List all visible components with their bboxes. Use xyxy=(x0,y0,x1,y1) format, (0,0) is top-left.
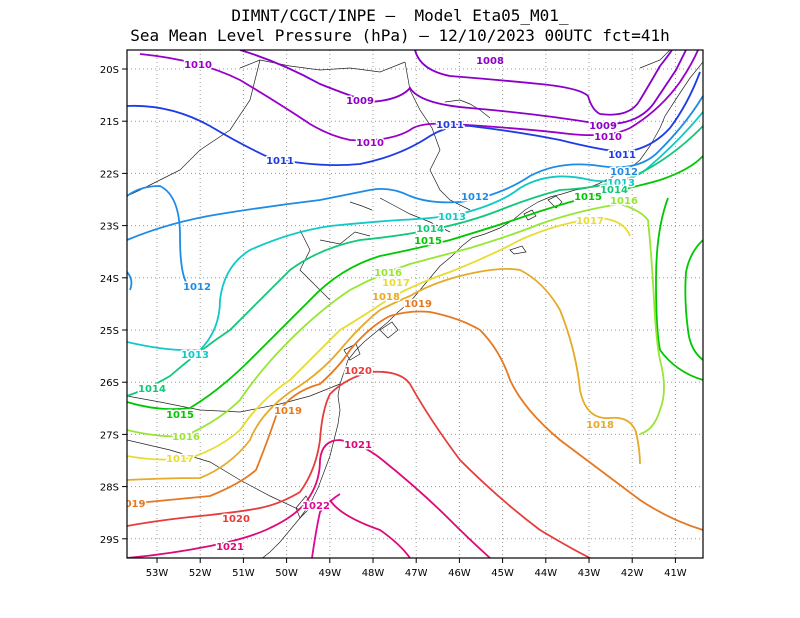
isobar-label-1012: 1012 xyxy=(183,282,211,293)
isobar-1009 xyxy=(239,50,687,125)
isobar-1008 xyxy=(414,50,673,116)
isobar-label-1021: 1021 xyxy=(344,440,372,451)
isobar-label-1010: 1010 xyxy=(184,60,212,71)
isobar-label-1020: 1020 xyxy=(222,514,250,525)
isobar-label-1013: 1013 xyxy=(607,178,635,189)
y-tick-label: 20S xyxy=(100,65,119,76)
isobar-label-1016: 1016 xyxy=(374,268,402,279)
isobar-1012 xyxy=(127,95,703,241)
x-tick-label: 49W xyxy=(318,568,341,579)
isobar-label-1011: 1011 xyxy=(608,150,636,161)
isobar-1017 xyxy=(127,217,631,461)
isobar-label-1010: 1010 xyxy=(356,138,384,149)
isobar-label-1020: 1020 xyxy=(344,366,372,377)
y-tick-label: 25S xyxy=(100,326,119,337)
y-tick-label: 29S xyxy=(100,535,119,546)
y-tick-label: 27S xyxy=(100,430,119,441)
isobar-label-1019: 019 xyxy=(125,499,146,510)
isobar-1016 xyxy=(127,203,665,438)
isobar-label-1017: 1017 xyxy=(166,454,194,465)
x-tick-label: 44W xyxy=(534,568,557,579)
x-tick-label: 52W xyxy=(189,568,212,579)
isobar-label-1018: 1018 xyxy=(372,292,400,303)
y-tick-label: 22S xyxy=(100,169,119,180)
isobar-label-1014: 1014 xyxy=(600,185,628,196)
isobar-label-1016: 1016 xyxy=(610,196,638,207)
isobar-1015-east xyxy=(684,239,703,361)
x-tick-label: 43W xyxy=(578,568,601,579)
isobar-contours xyxy=(127,50,703,558)
x-tick-label: 50W xyxy=(275,568,298,579)
isobar-label-1019: 1019 xyxy=(404,299,432,310)
x-axis-ticks: 53W 52W 51W 50W 49W 48W 47W 46W 45W 44W 43W 42W 41W xyxy=(146,558,687,579)
isobar-1021 xyxy=(127,439,491,558)
isobar-label-1014: 1014 xyxy=(416,224,444,235)
isobar-1018 xyxy=(127,267,641,481)
isobar-label-1010: 1010 xyxy=(594,132,622,143)
isobar-1013 xyxy=(127,111,703,352)
isobar-label-1016: 1016 xyxy=(172,432,200,443)
isobar-1014 xyxy=(127,125,703,397)
isobar-label-1013: 1013 xyxy=(438,212,466,223)
x-tick-label: 48W xyxy=(362,568,385,579)
isobar-label-1021: 1021 xyxy=(216,542,244,553)
isobar-label-1012: 1012 xyxy=(610,167,638,178)
isobar-label-1017: 1017 xyxy=(382,278,410,289)
isobar-label-1015: 1015 xyxy=(574,192,602,203)
x-tick-label: 45W xyxy=(491,568,514,579)
x-tick-label: 53W xyxy=(146,568,169,579)
isobar-labels: 1008100910091010101010101011101110111012… xyxy=(125,55,639,555)
chart-title-line1: DIMNT/CGCT/INPE – Model Eta05_M01_ xyxy=(231,6,569,25)
isobar-label-1008: 1008 xyxy=(476,56,504,67)
y-tick-label: 23S xyxy=(100,222,119,233)
isobar-label-1011: 1011 xyxy=(266,156,294,167)
isobar-1015 xyxy=(127,155,703,411)
y-axis-ticks: 20S 21S 22S 23S 24S 25S 26S 27S 28S 29S xyxy=(100,65,127,546)
plot-frame xyxy=(126,49,704,559)
isobar-label-1009: 1009 xyxy=(346,96,374,107)
x-tick-label: 46W xyxy=(448,568,471,579)
y-tick-label: 26S xyxy=(100,378,119,389)
isobar-label-1014: 1014 xyxy=(138,384,166,395)
isobar-label-1009: 1009 xyxy=(589,121,617,132)
isobar-1019 xyxy=(127,310,703,531)
isobar-1022 xyxy=(311,493,341,558)
isobar-1011 xyxy=(127,71,701,167)
isobar-label-1011: 1011 xyxy=(436,120,464,131)
isobar-label-1015: 1015 xyxy=(166,410,194,421)
y-tick-label: 24S xyxy=(100,274,119,285)
isobar-label-1013: 1013 xyxy=(181,350,209,361)
isobar-1015-east2 xyxy=(655,197,703,381)
isobar-label-1018: 1018 xyxy=(586,420,614,431)
isobar-label-1017: 1017 xyxy=(576,216,604,227)
chart-title-line2: Sea Mean Level Pressure (hPa) – 12/10/20… xyxy=(130,26,670,45)
x-tick-label: 51W xyxy=(232,568,255,579)
isobar-1020 xyxy=(127,370,591,558)
isobar-1010 xyxy=(139,50,699,142)
x-tick-label: 42W xyxy=(621,568,644,579)
y-tick-label: 28S xyxy=(100,483,119,494)
y-tick-label: 21S xyxy=(100,117,119,128)
isobar-1012b xyxy=(127,271,133,291)
isobar-label-1015: 1015 xyxy=(414,236,442,247)
isobar-label-1012: 1012 xyxy=(461,192,489,203)
isobar-1021-south xyxy=(329,499,411,558)
isobar-label-1019: 1019 xyxy=(274,406,302,417)
x-tick-label: 41W xyxy=(664,568,687,579)
isobar-1012a xyxy=(127,185,187,283)
coastline-borders xyxy=(127,50,703,558)
isobar-label-1022: 1022 xyxy=(302,501,330,512)
x-tick-label: 47W xyxy=(405,568,428,579)
